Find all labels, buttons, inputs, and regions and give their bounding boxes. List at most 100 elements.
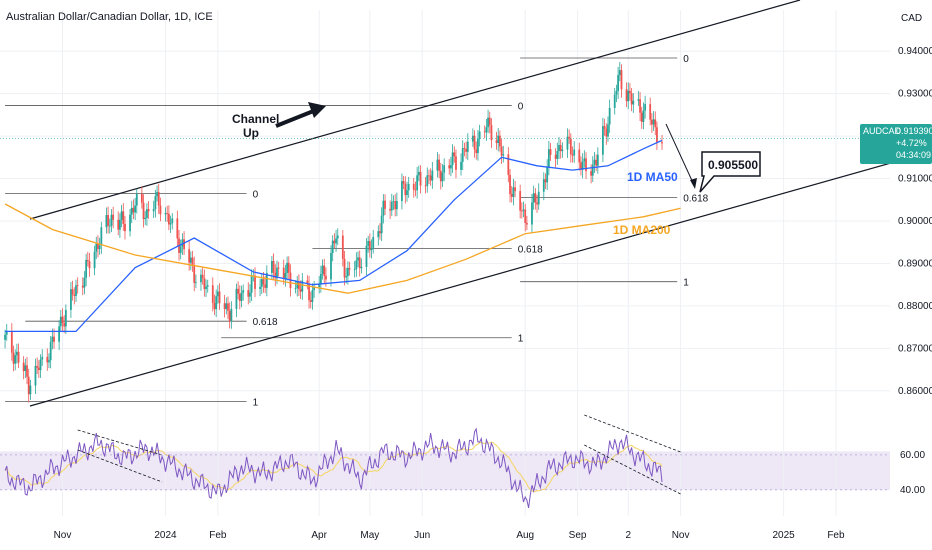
rsi-ma-line: [4, 441, 663, 493]
candle-body: [384, 200, 386, 209]
projection-arrow: [665, 123, 695, 186]
fib-label: 0.618: [253, 317, 278, 328]
candle-body: [509, 174, 511, 195]
ma200-label: 1D MA200: [613, 223, 671, 237]
fibonacci-levels: 0 0.618 1 0 0.618 1 0 0.618 1: [5, 54, 709, 408]
candle-body: [95, 243, 98, 252]
candle-body: [629, 90, 631, 94]
candle-body: [341, 235, 344, 259]
candle-body: [249, 292, 251, 297]
candle-body: [215, 296, 218, 310]
candle-body: [205, 286, 207, 290]
candle-body: [642, 110, 645, 122]
candle-body: [536, 202, 538, 205]
candle-body: [573, 149, 576, 156]
candle-body: [649, 104, 652, 120]
candle-body: [260, 279, 263, 287]
channel-label: Channel: [232, 112, 279, 126]
candle-body: [37, 367, 40, 371]
candle-body: [661, 142, 663, 144]
candle-body: [63, 323, 66, 327]
candle-body: [561, 149, 564, 152]
candle-body: [483, 131, 486, 133]
candle-body: [595, 159, 598, 166]
candle-body: [331, 240, 334, 254]
candle-body: [461, 148, 464, 162]
candle-body: [152, 209, 155, 212]
candle-body: [179, 246, 182, 253]
candle-body: [524, 209, 527, 223]
candle-body: [417, 171, 420, 176]
x-tick-label: Sep: [569, 530, 587, 541]
candle-body: [39, 359, 42, 371]
candle-body: [546, 167, 549, 183]
candle-body: [4, 334, 6, 340]
candle-body: [429, 175, 432, 181]
candle-body: [157, 192, 160, 206]
candle-body: [520, 210, 523, 212]
candle-body: [88, 261, 91, 269]
candle-body: [117, 219, 120, 230]
candle-body: [590, 171, 592, 176]
fib-label: 0: [253, 189, 259, 200]
candle-body: [284, 272, 287, 279]
candle-body: [639, 99, 641, 113]
candle-body: [76, 285, 79, 287]
candle-body: [336, 235, 339, 239]
candle-body: [512, 187, 515, 197]
candle-body: [24, 365, 27, 372]
candle-body: [407, 183, 410, 191]
candle-body: [211, 285, 214, 303]
candle-body: [333, 240, 336, 244]
candle-body: [308, 283, 310, 301]
candle-body: [26, 365, 28, 377]
candle-body: [630, 93, 633, 105]
candle-body: [615, 91, 618, 95]
fib-label: 0: [518, 102, 524, 113]
candle-body: [650, 119, 653, 125]
candle-body: [441, 172, 444, 182]
target-callout: 0.905500: [699, 151, 761, 193]
candle-body: [591, 164, 594, 176]
target-label: 0.905500: [708, 158, 758, 172]
candle-body: [583, 158, 586, 162]
price-badge: AUDCAD 0.919390 +4.72% 04:34:09: [860, 124, 932, 164]
x-tick-label: 2025: [772, 530, 795, 541]
candle-body: [203, 278, 206, 290]
candle-body: [240, 292, 243, 301]
candle-body: [272, 261, 275, 273]
candle-body: [580, 162, 582, 170]
candle-body: [265, 272, 268, 288]
candle-body: [365, 245, 368, 267]
candle-body: [325, 275, 327, 280]
candle-body: [608, 107, 611, 125]
candle-body: [348, 267, 351, 270]
candle-body: [330, 253, 332, 280]
rsi-panel: [4, 414, 681, 509]
candle-body: [652, 119, 655, 125]
candle-body: [559, 145, 562, 152]
candle-body: [554, 154, 557, 159]
candle-body: [58, 326, 61, 342]
candle-body: [547, 149, 550, 168]
candle-body: [556, 151, 559, 159]
candle-body: [73, 294, 76, 296]
candle-body: [5, 331, 8, 335]
candle-body: [189, 257, 192, 263]
candle-body: [404, 183, 407, 196]
candle-body: [164, 213, 167, 215]
candle-body: [247, 290, 250, 297]
candle-body: [542, 179, 545, 192]
candle-body: [439, 170, 442, 182]
grid: [0, 10, 890, 516]
candle-body: [335, 238, 337, 244]
candle-body: [254, 275, 256, 289]
candle-body: [132, 207, 135, 213]
candle-body: [262, 279, 265, 285]
candle-body: [477, 138, 479, 154]
candle-body: [227, 303, 229, 311]
price-value: 0.919390: [896, 126, 932, 136]
